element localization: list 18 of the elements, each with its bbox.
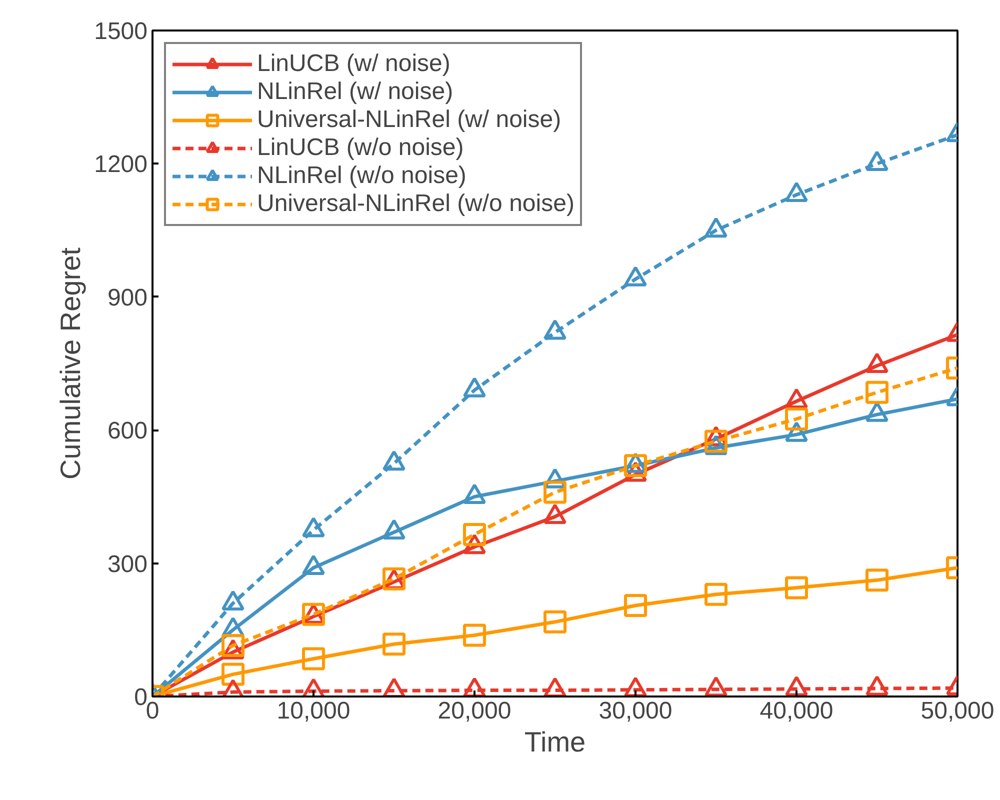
legend-label: NLinRel (w/ noise) — [257, 78, 454, 106]
y-tick-label: 1500 — [94, 18, 148, 45]
x-tick-label: 40,000 — [760, 698, 834, 724]
x-tick-label: 50,000 — [920, 698, 994, 724]
y-axis-title: Cumulative Regret — [55, 247, 86, 480]
y-tick-label: 1200 — [94, 151, 148, 178]
legend-label: LinUCB (w/ noise) — [257, 50, 450, 78]
legend-label: LinUCB (w/o noise) — [257, 134, 464, 162]
legend-label: NLinRel (w/o noise) — [257, 162, 466, 190]
legend-label: Universal-NLinRel (w/ noise) — [257, 106, 562, 134]
y-tick-label: 600 — [107, 418, 148, 445]
x-axis-title: Time — [524, 726, 586, 758]
legend-label: Universal-NLinRel (w/o noise) — [257, 190, 574, 218]
x-tick-label: 20,000 — [438, 698, 512, 724]
y-tick-label: 300 — [107, 550, 148, 578]
y-tick-label: 900 — [107, 284, 148, 312]
x-tick-label: 10,000 — [276, 698, 350, 724]
x-tick-label: 30,000 — [598, 698, 672, 724]
